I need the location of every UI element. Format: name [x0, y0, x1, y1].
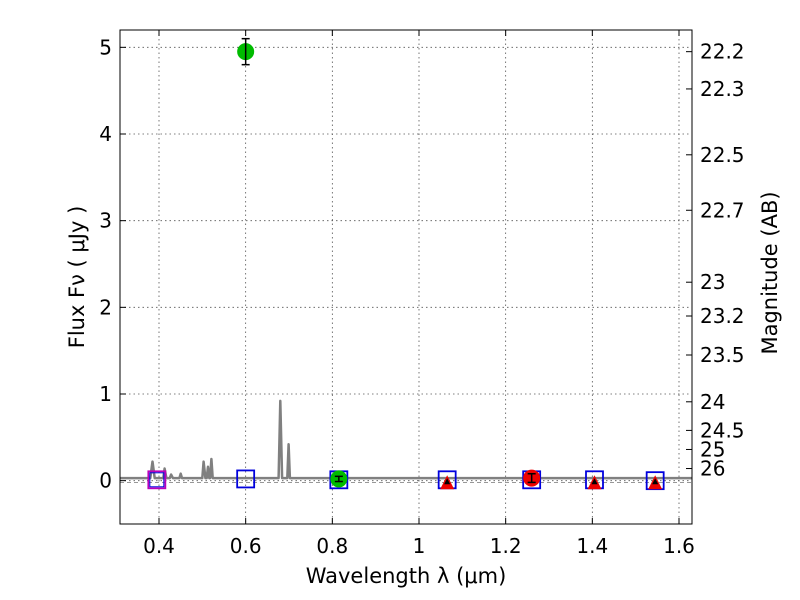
x-tick-label: 1.6	[663, 534, 695, 558]
x-tick-label: 0.8	[316, 534, 348, 558]
y-tick-label: 5	[99, 35, 112, 59]
grid-lines	[120, 30, 692, 524]
plot-frame	[119, 29, 693, 525]
magnitude-tick-label: 24.5	[700, 418, 745, 442]
sed-model-line	[120, 399, 692, 480]
magnitude-tick-label: 25	[700, 437, 725, 461]
magnitude-tick-label: 26	[700, 457, 725, 481]
upper-limit-marker	[652, 478, 659, 485]
x-tick-label: 1.4	[576, 534, 608, 558]
magnitude-tick-label: 23.2	[700, 304, 745, 328]
magnitude-tick-label: 23.5	[700, 343, 745, 367]
magnitude-tick-label: 24	[700, 390, 725, 414]
y-axis-title: Flux Fν ( μJy )	[65, 206, 89, 349]
y-tick-label: 1	[99, 382, 112, 406]
model-photometry-box-inner	[149, 472, 165, 488]
magnitude-tick-label: 22.5	[700, 143, 745, 167]
x-tick-label: 0.4	[143, 534, 175, 558]
upper-limit-marker	[591, 478, 598, 485]
x-tick-label: 0.6	[230, 534, 262, 558]
observed-points	[237, 37, 663, 490]
y-tick-label: 0	[99, 469, 112, 493]
y-tick-label: 4	[99, 122, 112, 146]
magnitude-axis-title: Magnitude (AB)	[758, 191, 782, 354]
model-photometry-box	[236, 469, 256, 489]
y-tick-label: 3	[99, 209, 112, 233]
x-tick-label: 1.2	[490, 534, 522, 558]
magnitude-tick-label: 22.7	[700, 198, 745, 222]
model-photometry-boxes	[147, 469, 665, 491]
sed-model-spectrum	[120, 399, 692, 483]
x-tick-label: 1	[413, 534, 426, 558]
y-tick-label: 2	[99, 295, 112, 319]
magnitude-tick-label: 22.2	[700, 40, 745, 64]
magnitude-tick-label: 23	[700, 270, 725, 294]
model-photometry-box	[147, 470, 167, 490]
magnitude-tick-label: 22.3	[700, 77, 745, 101]
upper-limit-marker	[444, 478, 451, 485]
x-axis-title: Wavelength λ (μm)	[306, 564, 507, 588]
